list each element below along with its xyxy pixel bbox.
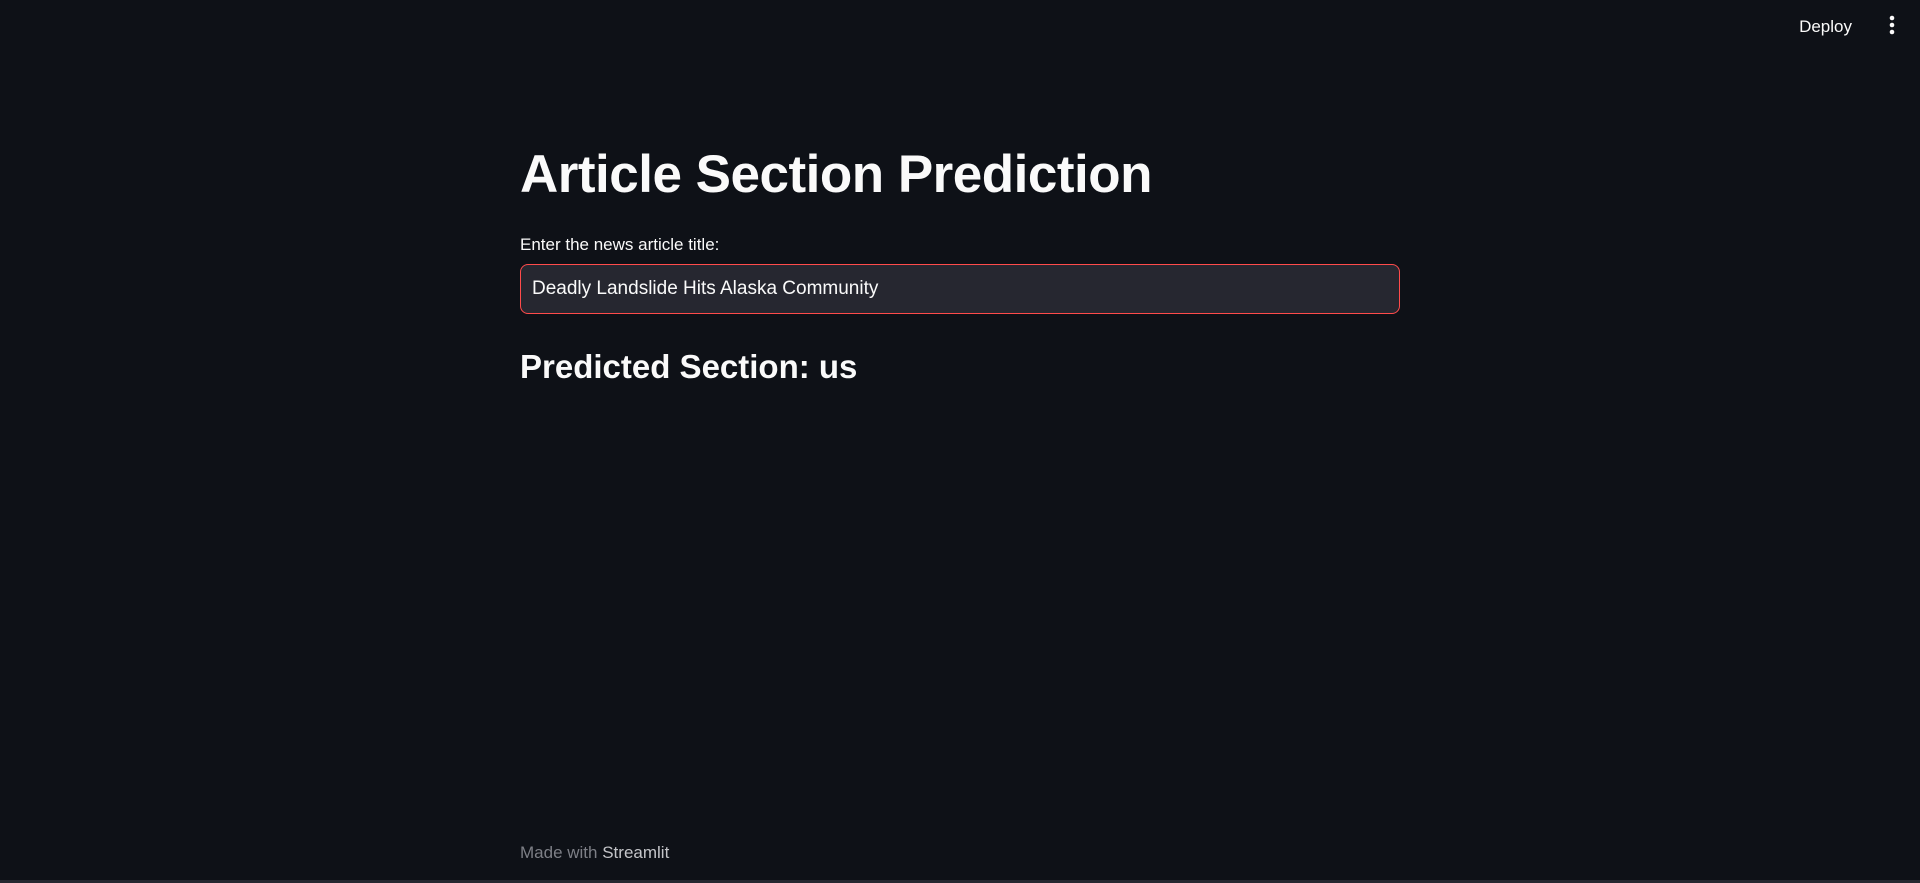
page-title: Article Section Prediction <box>520 145 1152 204</box>
article-title-input[interactable] <box>520 264 1400 314</box>
more-vertical-icon <box>1889 15 1895 40</box>
streamlit-link[interactable]: Streamlit <box>602 843 670 862</box>
footer: Made with Streamlit <box>520 843 669 863</box>
predicted-section-heading: Predicted Section: us <box>520 348 858 385</box>
footer-prefix: Made with <box>520 843 598 862</box>
deploy-button[interactable]: Deploy <box>1789 11 1862 43</box>
main-menu-button[interactable] <box>1880 15 1904 39</box>
title-input-label: Enter the news article title: <box>520 235 720 254</box>
bottom-divider <box>0 880 1920 883</box>
main-content: Article Section Prediction Enter the new… <box>520 140 1400 388</box>
top-toolbar: Deploy <box>1789 0 1920 54</box>
